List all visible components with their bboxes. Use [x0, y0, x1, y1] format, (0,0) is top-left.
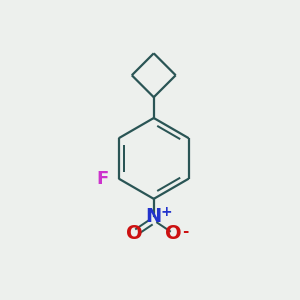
Text: O: O [165, 224, 182, 243]
Text: +: + [161, 205, 172, 219]
Text: F: F [96, 169, 108, 188]
Text: N: N [146, 207, 162, 226]
Text: O: O [126, 224, 142, 243]
Text: -: - [182, 224, 188, 239]
